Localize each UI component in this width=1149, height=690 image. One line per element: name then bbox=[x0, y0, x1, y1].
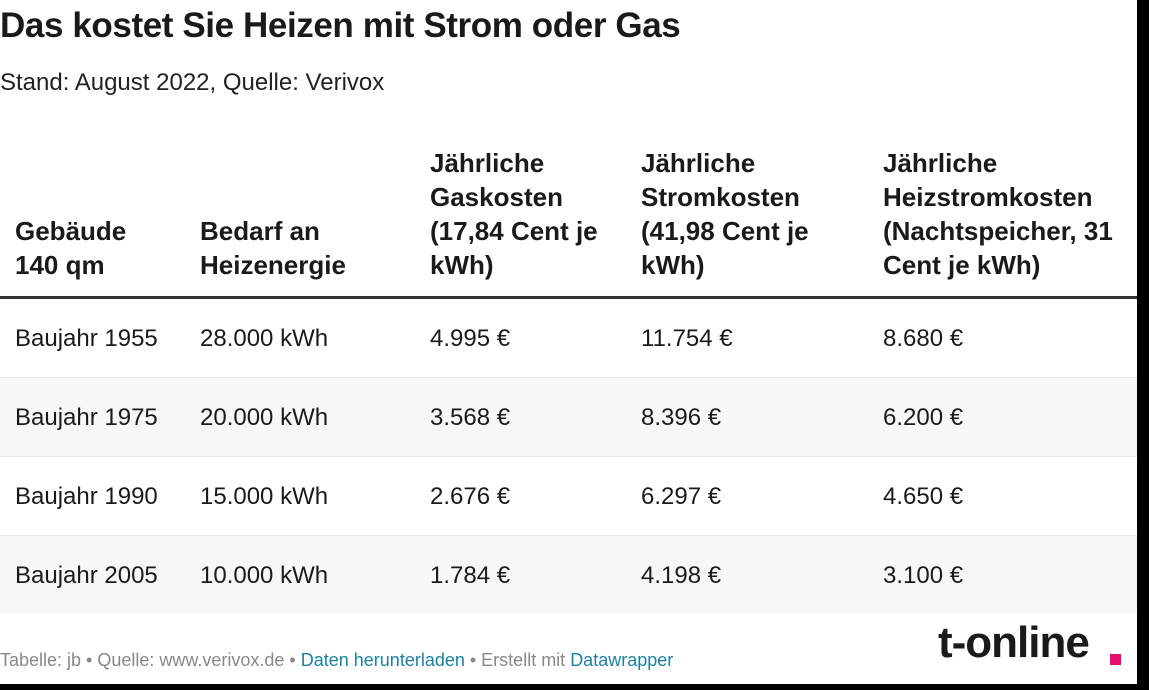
footer-created-with: • Erstellt mit bbox=[464, 650, 571, 670]
table-cell: Baujahr 1975 bbox=[0, 378, 171, 457]
table-cell: 4.198 € bbox=[612, 536, 854, 614]
column-header-heating-electricity-costs[interactable]: Jährliche Heizstromkosten (Nachtspeicher… bbox=[854, 140, 1137, 299]
table-cell: Baujahr 1955 bbox=[0, 299, 171, 378]
column-header-electricity-costs[interactable]: Jährliche Stromkosten (41,98 Cent je kWh… bbox=[612, 140, 854, 299]
table-row: Baujahr 2005 10.000 kWh 1.784 € 4.198 € … bbox=[0, 536, 1137, 614]
table-cell: 8.680 € bbox=[854, 299, 1137, 378]
table-cell: 6.297 € bbox=[612, 457, 854, 536]
table-cell: Baujahr 2005 bbox=[0, 536, 171, 614]
table-row: Baujahr 1990 15.000 kWh 2.676 € 6.297 € … bbox=[0, 457, 1137, 536]
column-header-building[interactable]: Gebäude 140 qm bbox=[0, 140, 171, 299]
column-header-gas-costs[interactable]: Jährliche Gaskosten (17,84 Cent je kWh) bbox=[401, 140, 612, 299]
table-cell: 3.100 € bbox=[854, 536, 1137, 614]
table-cell: 4.650 € bbox=[854, 457, 1137, 536]
table-cell: 2.676 € bbox=[401, 457, 612, 536]
data-table: Gebäude 140 qm Bedarf an Heizenergie Jäh… bbox=[0, 140, 1137, 614]
chart-subtitle: Stand: August 2022, Quelle: Verivox bbox=[0, 69, 385, 96]
chart-footer: Tabelle: jb • Quelle: www.verivox.de • D… bbox=[0, 650, 673, 671]
t-online-logo-dot-icon bbox=[1110, 654, 1121, 665]
column-header-demand[interactable]: Bedarf an Heizenergie bbox=[171, 140, 401, 299]
datawrapper-link[interactable]: Datawrapper bbox=[570, 650, 674, 670]
table-cell: 28.000 kWh bbox=[171, 299, 401, 378]
table-cell: Baujahr 1990 bbox=[0, 457, 171, 536]
table-cell: 20.000 kWh bbox=[171, 378, 401, 457]
table-cell: 11.754 € bbox=[612, 299, 854, 378]
t-online-logo: t-online bbox=[938, 618, 1090, 667]
chart-title: Das kostet Sie Heizen mit Strom oder Gas bbox=[0, 6, 681, 45]
table-cell: 1.784 € bbox=[401, 536, 612, 614]
download-data-link[interactable]: Daten herunterladen bbox=[300, 650, 465, 670]
table-cell: 15.000 kWh bbox=[171, 457, 401, 536]
table-row: Baujahr 1975 20.000 kWh 3.568 € 8.396 € … bbox=[0, 378, 1137, 457]
table-row: Baujahr 1955 28.000 kWh 4.995 € 11.754 €… bbox=[0, 299, 1137, 378]
table-cell: 3.568 € bbox=[401, 378, 612, 457]
table-cell: 4.995 € bbox=[401, 299, 612, 378]
footer-credits: Tabelle: jb • Quelle: www.verivox.de • bbox=[0, 650, 301, 670]
table-cell: 8.396 € bbox=[612, 378, 854, 457]
table-cell: 6.200 € bbox=[854, 378, 1137, 457]
table-cell: 10.000 kWh bbox=[171, 536, 401, 614]
table-header-row: Gebäude 140 qm Bedarf an Heizenergie Jäh… bbox=[0, 140, 1137, 299]
